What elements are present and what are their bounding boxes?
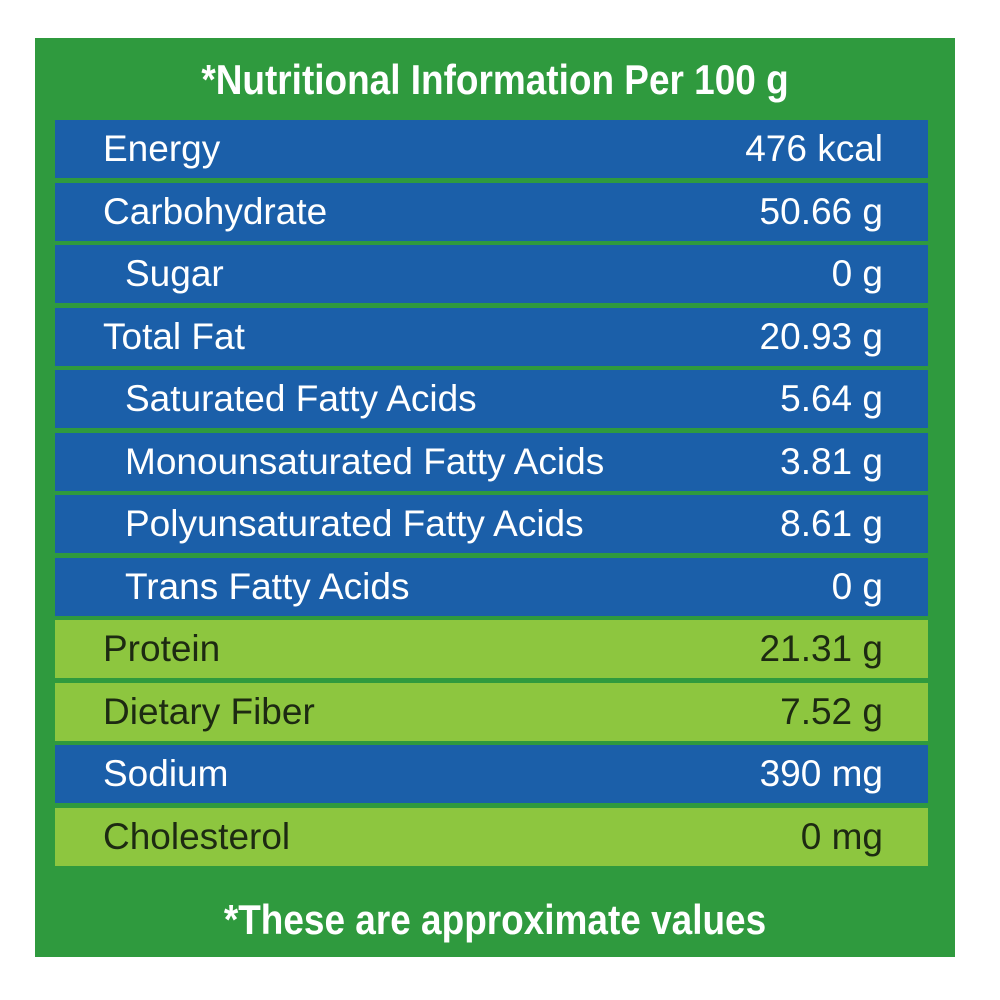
nutrient: Carbohydrate — [103, 190, 328, 232]
amount: 3.81 g — [780, 440, 883, 482]
row: Monounsaturated Fatty Acids 3.81 g — [55, 432, 928, 491]
nutrient: Sugar — [125, 253, 224, 294]
row: Energy 476 kcal — [55, 120, 928, 178]
title: *Nutritional Information Per 100 g — [201, 56, 789, 103]
amount: 0 mg — [800, 815, 883, 857]
row: Polyunsaturated Fatty Acids 8.61 g — [55, 495, 928, 553]
nutrient: Energy — [103, 128, 221, 169]
nutrient: Sodium — [103, 753, 229, 794]
amount: 5.64 g — [780, 378, 883, 419]
nutrient: Protein — [103, 628, 221, 669]
amount: 0 g — [831, 565, 883, 607]
amount: 476 kcal — [745, 128, 883, 169]
row: Trans Fatty Acids 0 g — [55, 557, 928, 616]
row: Cholesterol 0 mg — [55, 807, 928, 866]
amount: 50.66 g — [759, 190, 883, 232]
row: Protein 21.31 g — [55, 620, 928, 678]
nutrient: Monounsaturated Fatty Acids — [125, 440, 605, 482]
nutrient: Total Fat — [103, 315, 245, 357]
nutrition-panel: *Nutritional Information Per 100 g Energ… — [35, 38, 955, 957]
amount: 8.61 g — [780, 503, 883, 544]
nutrient: Dietary Fiber — [103, 690, 315, 732]
row: Total Fat 20.93 g — [55, 307, 928, 366]
nutrient: Cholesterol — [103, 815, 291, 857]
nutrient: Polyunsaturated Fatty Acids — [125, 503, 584, 544]
row: Sodium 390 mg — [55, 745, 928, 803]
row: Saturated Fatty Acids 5.64 g — [55, 370, 928, 428]
amount: 20.93 g — [759, 315, 883, 357]
amount: 390 mg — [759, 753, 883, 794]
row: Carbohydrate 50.66 g — [55, 182, 928, 241]
nutrient: Saturated Fatty Acids — [125, 378, 477, 419]
nutrition-table: Energy 476 kcal Carbohydrate 50.66 g Sugar… — [55, 120, 928, 870]
footnote: *These are approximate values — [223, 896, 767, 943]
amount: 0 g — [831, 253, 883, 294]
amount: 21.31 g — [759, 628, 883, 669]
row: Sugar 0 g — [55, 245, 928, 303]
nutrient: Trans Fatty Acids — [125, 565, 410, 607]
amount: 7.52 g — [780, 690, 883, 732]
row: Dietary Fiber 7.52 g — [55, 682, 928, 741]
